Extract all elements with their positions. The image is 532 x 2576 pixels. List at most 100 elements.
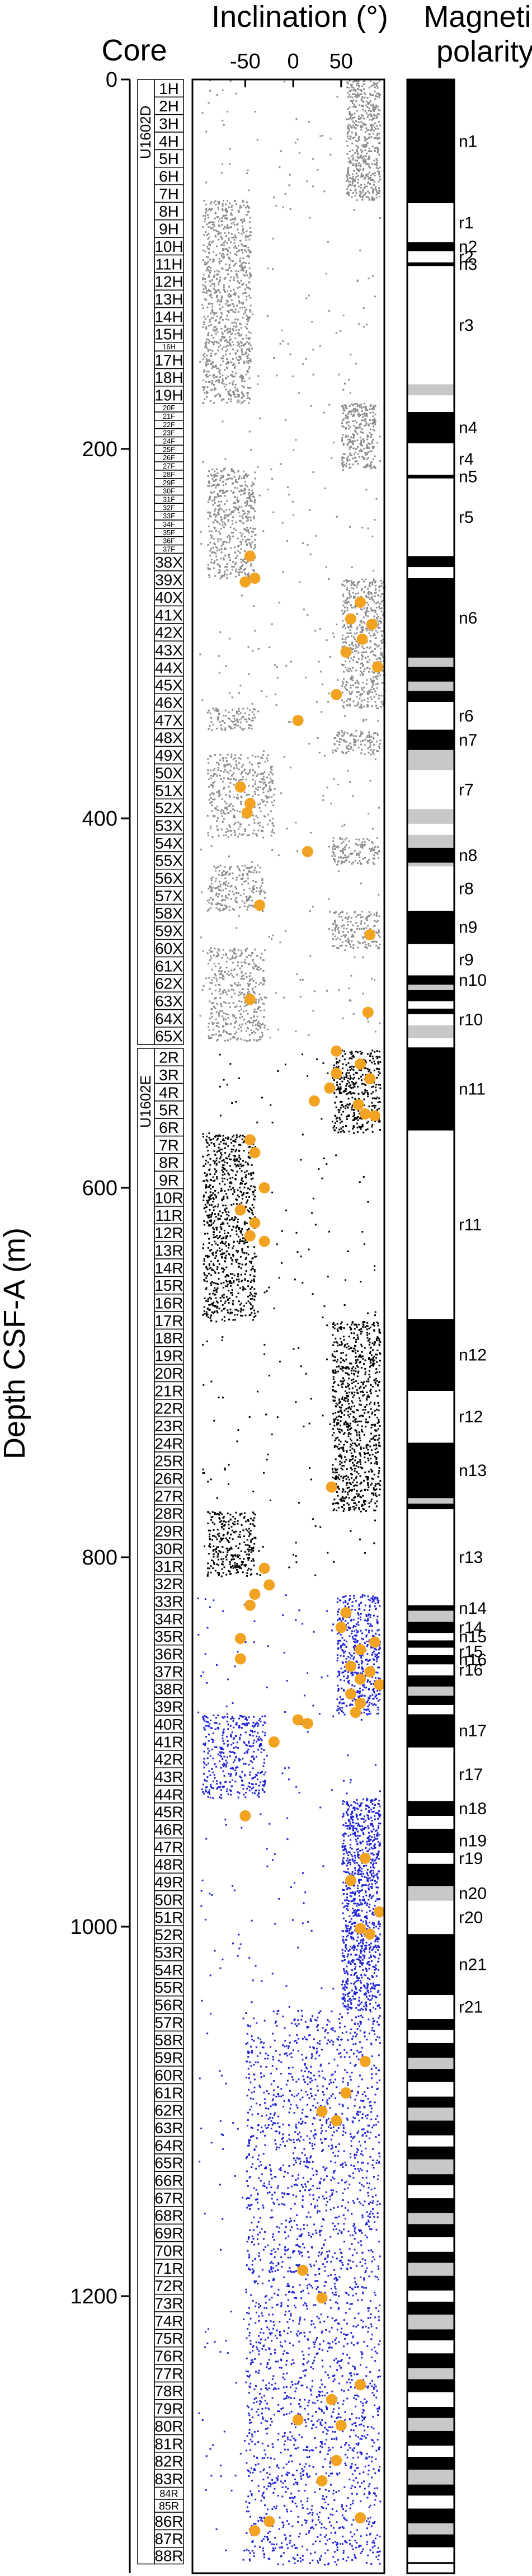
inclination-point	[344, 715, 346, 717]
inclination-point	[354, 429, 356, 432]
inclination-point	[378, 931, 380, 934]
inclination-point	[226, 315, 228, 317]
inclination-point	[260, 891, 262, 893]
inclination-point	[356, 85, 358, 87]
inclination-point	[242, 522, 244, 524]
inclination-point	[213, 792, 215, 794]
inclination-point	[212, 361, 214, 363]
inclination-point	[346, 458, 349, 460]
inclination-point	[344, 949, 346, 951]
inclination-point	[350, 657, 352, 659]
inclination-point	[230, 467, 233, 470]
inclination-point	[367, 1020, 369, 1023]
inclination-point	[243, 386, 245, 388]
inclination-point	[238, 395, 240, 397]
inclination-point	[216, 791, 218, 793]
inclination-point	[248, 990, 250, 992]
inclination-point	[284, 419, 286, 421]
inclination-point	[343, 701, 345, 704]
inclination-point	[250, 494, 252, 496]
inclination-point	[213, 330, 215, 332]
inclination-point	[298, 152, 300, 154]
inclination-point	[210, 530, 213, 532]
inclination-point	[374, 701, 376, 703]
inclination-point	[305, 358, 307, 360]
inclination-point	[240, 753, 242, 756]
inclination-point	[350, 928, 352, 930]
inclination-point	[248, 505, 251, 507]
inclination-point	[217, 512, 219, 514]
inclination-point	[202, 402, 204, 404]
inclination-point	[363, 458, 365, 460]
inclination-point	[345, 636, 347, 639]
inclination-point	[352, 177, 354, 180]
inclination-point	[255, 982, 257, 984]
inclination-point	[223, 786, 225, 789]
inclination-point	[258, 780, 261, 783]
inclination-point	[246, 900, 248, 902]
inclination-point	[364, 406, 366, 409]
inclination-point	[232, 376, 234, 378]
inclination-point	[261, 772, 263, 774]
core-label: 18H	[154, 369, 183, 386]
core-box	[154, 2241, 184, 2260]
inclination-point	[244, 343, 247, 345]
inclination-point	[360, 89, 362, 91]
inclination-point	[215, 867, 217, 869]
inclination-point	[342, 453, 345, 455]
inclination-point	[344, 639, 346, 641]
inclination-point	[347, 931, 349, 933]
inclination-point	[259, 762, 261, 764]
core-label: 19R	[154, 1347, 183, 1365]
core-label: 54X	[155, 835, 183, 852]
inclination-point	[204, 353, 206, 355]
inclination-point	[210, 955, 212, 957]
inclination-point	[210, 290, 212, 292]
inclination-point	[213, 285, 215, 287]
inclination-point	[359, 118, 361, 120]
inclination-point	[233, 951, 235, 953]
inclination-point	[345, 579, 347, 582]
inclination-point	[371, 597, 373, 599]
core-label: 65R	[154, 2155, 183, 2172]
inclination-point	[234, 496, 236, 498]
inclination-point	[260, 884, 262, 887]
inclination-point	[368, 591, 370, 593]
inclination-point	[255, 890, 257, 892]
inclination-point	[367, 196, 369, 198]
inclination-point	[223, 722, 225, 724]
inclination-point	[225, 953, 227, 955]
core-label: 67R	[154, 2189, 183, 2207]
inclination-point	[258, 1006, 261, 1009]
inclination-point	[365, 927, 368, 929]
inclination-point	[239, 726, 242, 728]
inclination-point	[341, 457, 343, 459]
inclination-point	[225, 235, 228, 237]
inclination-point	[357, 153, 360, 155]
inclination-point	[370, 104, 372, 106]
inclination-point	[349, 597, 351, 599]
inclination-point	[213, 202, 215, 204]
inclination-point	[378, 657, 380, 659]
inclination-point	[220, 500, 222, 503]
inclination-point	[369, 847, 371, 850]
inclination-point	[241, 226, 243, 228]
inclination-point	[244, 265, 246, 268]
inclination-point	[213, 476, 215, 478]
core-label: 32F	[163, 504, 175, 512]
core-label: 56R	[154, 1997, 183, 2014]
inclination-point	[352, 447, 355, 449]
inclination-point	[356, 460, 358, 462]
core-box	[154, 763, 184, 782]
inclination-point	[247, 793, 249, 795]
inclination-point	[210, 769, 212, 771]
inclination-point	[231, 519, 233, 522]
inclination-point	[206, 386, 209, 388]
inclination-point	[357, 701, 359, 704]
inclination-point	[241, 327, 243, 329]
inclination-point	[270, 769, 272, 771]
inclination-point	[309, 217, 311, 219]
core-box	[154, 1451, 184, 1470]
inclination-point	[209, 949, 211, 952]
inclination-point	[372, 857, 374, 859]
